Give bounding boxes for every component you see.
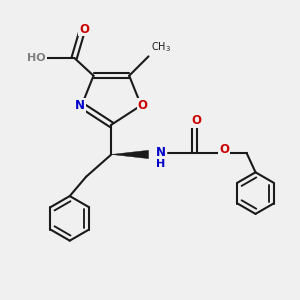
Text: N: N: [75, 99, 85, 112]
Text: H: H: [156, 159, 165, 169]
Text: O: O: [219, 143, 229, 156]
Text: HO: HO: [27, 53, 46, 63]
Text: N: N: [155, 146, 165, 160]
Text: O: O: [191, 114, 201, 127]
Polygon shape: [111, 150, 148, 159]
Text: CH$_3$: CH$_3$: [151, 40, 171, 54]
Text: O: O: [79, 22, 89, 35]
Text: O: O: [138, 99, 148, 112]
